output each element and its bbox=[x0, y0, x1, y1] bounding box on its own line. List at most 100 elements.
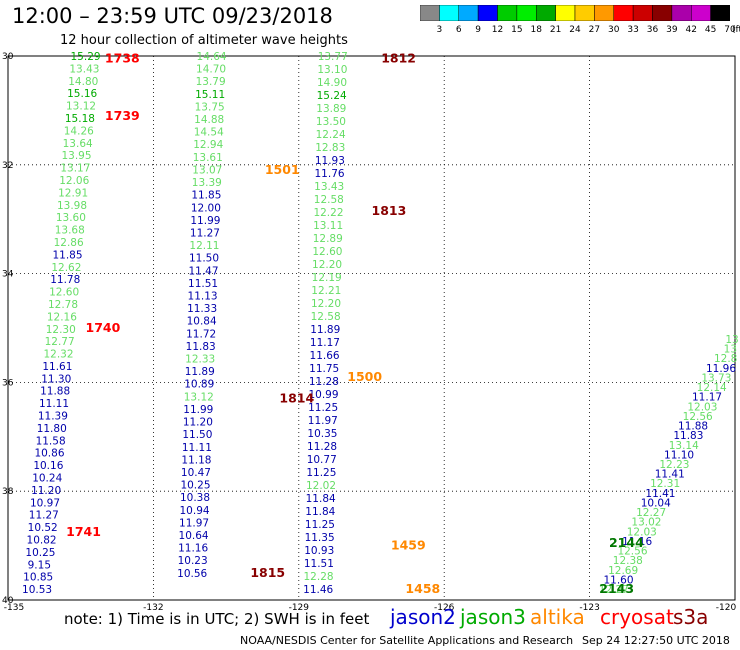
legend-item-jason2: jason2 bbox=[390, 605, 456, 629]
colorbar-tick-label: 21 bbox=[550, 25, 561, 34]
wave-height-label: 14.80 bbox=[68, 76, 98, 88]
wave-height-label: 10.24 bbox=[32, 473, 62, 485]
wave-height-label: 12.27 bbox=[599, 584, 629, 596]
wave-height-label: 12.77 bbox=[45, 336, 75, 348]
wave-height-label: 11.76 bbox=[315, 168, 345, 180]
wave-height-label: 10.77 bbox=[307, 454, 337, 466]
wave-height-label: 12.58 bbox=[314, 194, 344, 206]
wave-height-label: 10.25 bbox=[25, 547, 55, 559]
wave-height-label: 13.60 bbox=[56, 212, 86, 224]
wave-height-label: 13.43 bbox=[69, 63, 99, 75]
wave-height-label: 13.02 bbox=[631, 517, 661, 529]
wave-height-label: 10.56 bbox=[177, 568, 207, 580]
wave-height-label: 12.30 bbox=[46, 324, 76, 336]
wave-height-label: 12.22 bbox=[313, 207, 343, 219]
wave-height-label: 11.72 bbox=[186, 328, 216, 340]
wave-height-label: 14.70 bbox=[196, 64, 226, 76]
wave-height-label: 10.89 bbox=[184, 379, 214, 391]
wave-height-label: 12.89 bbox=[313, 233, 343, 245]
wave-height-label: 15.18 bbox=[65, 113, 95, 125]
wave-height-label: 10.25 bbox=[180, 480, 210, 492]
colorbar-tick-label: 9 bbox=[475, 25, 481, 34]
wave-height-label: 11.28 bbox=[309, 376, 339, 388]
y-tick-label: 40 bbox=[2, 596, 14, 606]
colorbar-tick-label: 70 bbox=[724, 25, 736, 34]
wave-height-label: 13.98 bbox=[57, 200, 87, 212]
wave-height-label: 11.89 bbox=[310, 324, 340, 336]
wave-height-label: 13.17 bbox=[60, 163, 90, 175]
wave-height-label: 11.46 bbox=[303, 584, 333, 596]
wave-height-label: 11.88 bbox=[40, 386, 70, 398]
wave-height-label: 15.16 bbox=[67, 88, 97, 100]
wave-height-label: 13.07 bbox=[192, 164, 222, 176]
wave-height-label: 13.64 bbox=[63, 138, 93, 150]
wave-height-label: 11.13 bbox=[188, 290, 218, 302]
wave-height-label: 10.84 bbox=[187, 316, 217, 328]
wave-height-label: 11.25 bbox=[305, 519, 335, 531]
wave-height-label: 11.51 bbox=[188, 278, 218, 290]
wave-height-label: 11.41 bbox=[655, 469, 685, 481]
wave-height-label: 11.27 bbox=[29, 510, 59, 522]
wave-height-label: 10.53 bbox=[22, 584, 52, 596]
wave-height-label: 11.50 bbox=[189, 253, 219, 265]
wave-height-label: 11.16 bbox=[622, 536, 652, 548]
wave-height-label: 15.24 bbox=[317, 90, 347, 102]
wave-height-label: 11.96 bbox=[706, 363, 736, 375]
footer-timestamp: Sep 24 12:27:50 UTC 2018 bbox=[582, 634, 730, 647]
wave-height-label: 10.97 bbox=[30, 497, 60, 509]
time-label: 1739 bbox=[105, 108, 140, 123]
colorbar-tick-label: 45 bbox=[705, 25, 716, 34]
wave-height-label: 11.18 bbox=[181, 454, 211, 466]
wave-height-label: 15.29 bbox=[71, 51, 101, 63]
wave-height-label: 12.56 bbox=[617, 546, 647, 558]
wave-height-label: 13 bbox=[725, 334, 738, 346]
wave-height-label: 11.16 bbox=[178, 543, 208, 555]
wave-height-label: 11.78 bbox=[50, 274, 80, 286]
wave-height-label: 12.60 bbox=[49, 287, 79, 299]
wave-height-label: 13.10 bbox=[317, 64, 347, 76]
wave-height-label: 10.64 bbox=[179, 530, 209, 542]
wave-height-label: 13.43 bbox=[314, 181, 344, 193]
wave-height-label: 12.11 bbox=[189, 240, 219, 252]
wave-height-label: 11.10 bbox=[664, 449, 694, 461]
map-frame bbox=[7, 55, 736, 601]
wave-height-label: 11.30 bbox=[41, 373, 71, 385]
wave-height-label: 11.17 bbox=[692, 392, 722, 404]
wave-height-label: 11.50 bbox=[182, 429, 212, 441]
wave-height-label: 12.20 bbox=[311, 298, 341, 310]
wave-height-label: 11.41 bbox=[645, 488, 675, 500]
colorbar-tick-label: 24 bbox=[569, 25, 581, 34]
wave-height-label: 11.51 bbox=[304, 558, 334, 570]
wave-height-label: 11.20 bbox=[183, 417, 213, 429]
colorbar-tick-label: 3 bbox=[437, 25, 443, 34]
legend-item-altika: altika bbox=[530, 605, 585, 629]
wave-height-label: 12.33 bbox=[185, 354, 215, 366]
wave-height-label: 13.77 bbox=[318, 51, 348, 63]
note-text: note: 1) Time is in UTC; 2) SWH is in fe… bbox=[64, 610, 370, 628]
wave-height-label: 14.88 bbox=[194, 114, 224, 126]
wave-height-label: 10.23 bbox=[178, 555, 208, 567]
wave-height-label: 11.84 bbox=[306, 493, 336, 505]
wave-height-label: 12.69 bbox=[608, 565, 638, 577]
wave-height-label: 12.58 bbox=[311, 311, 341, 323]
y-tick-label: 36 bbox=[2, 378, 14, 388]
wave-height-label: 13 bbox=[724, 344, 737, 356]
wave-height-label: 12.86 bbox=[54, 237, 84, 249]
time-label: 1459 bbox=[391, 538, 426, 553]
wave-height-label: 12.28 bbox=[304, 571, 334, 583]
wave-height-label: 11.11 bbox=[182, 442, 212, 454]
wave-height-label: 11.88 bbox=[678, 421, 708, 433]
x-tick-label: -129 bbox=[289, 603, 310, 613]
wave-height-label: 14.54 bbox=[194, 127, 224, 139]
wave-height-label: 12.06 bbox=[59, 175, 89, 187]
time-label: 1740 bbox=[86, 320, 121, 335]
wave-height-label: 11.85 bbox=[191, 190, 221, 202]
wave-height-label: 10.38 bbox=[180, 492, 210, 504]
wave-height-label: 12.31 bbox=[650, 478, 680, 490]
wave-height-label: 13.39 bbox=[192, 177, 222, 189]
wave-height-label: 11.11 bbox=[39, 398, 69, 410]
time-label: 1814 bbox=[279, 391, 314, 406]
colorbar-tick-label: 15 bbox=[511, 25, 522, 34]
wave-height-label: 10.35 bbox=[307, 428, 337, 440]
